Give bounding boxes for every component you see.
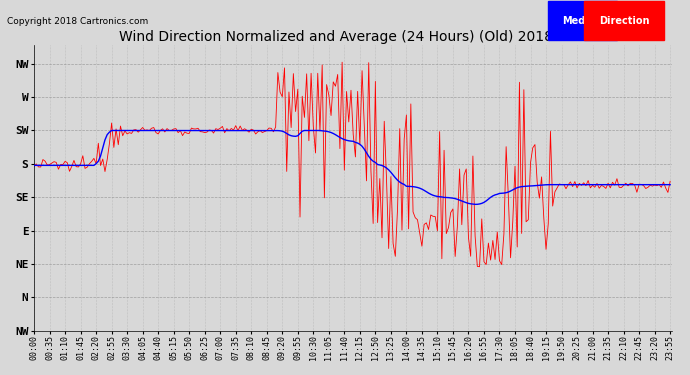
Title: Wind Direction Normalized and Average (24 Hours) (Old) 20181025: Wind Direction Normalized and Average (2… <box>119 30 588 44</box>
Text: Direction: Direction <box>599 16 649 26</box>
Text: Median: Median <box>562 16 602 26</box>
Text: Copyright 2018 Cartronics.com: Copyright 2018 Cartronics.com <box>7 17 148 26</box>
